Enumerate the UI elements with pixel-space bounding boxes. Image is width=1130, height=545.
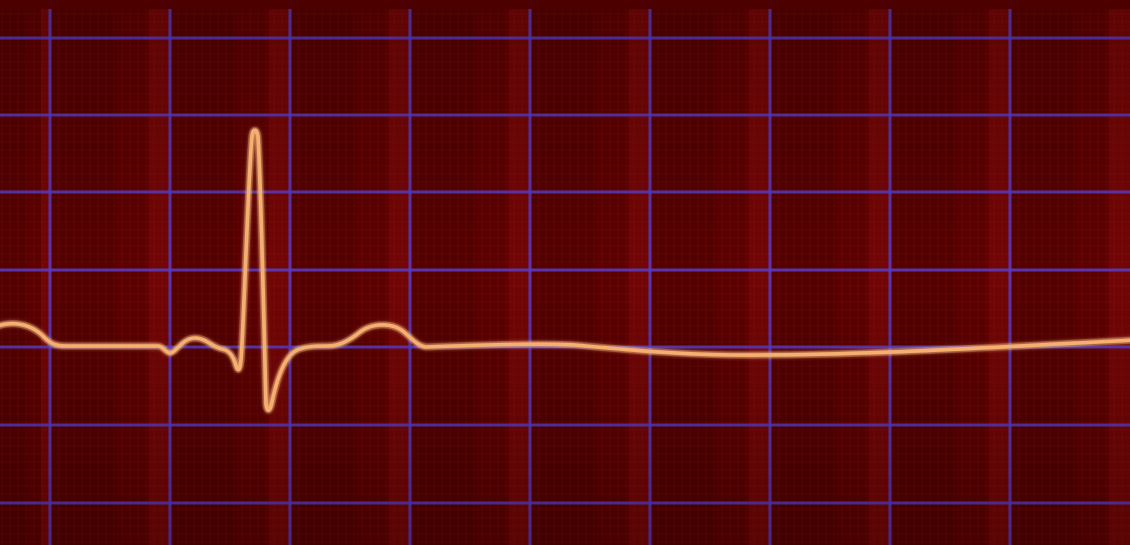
ecg-trace [0,128,1130,412]
